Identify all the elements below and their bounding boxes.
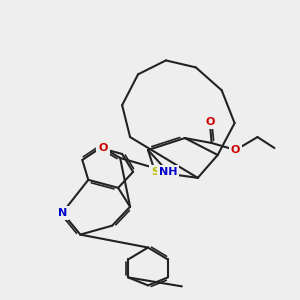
Text: N: N <box>58 208 67 218</box>
Text: NH: NH <box>159 167 177 177</box>
Text: O: O <box>205 117 214 127</box>
Text: O: O <box>98 143 108 153</box>
Text: O: O <box>231 145 240 155</box>
Text: S: S <box>151 167 159 177</box>
